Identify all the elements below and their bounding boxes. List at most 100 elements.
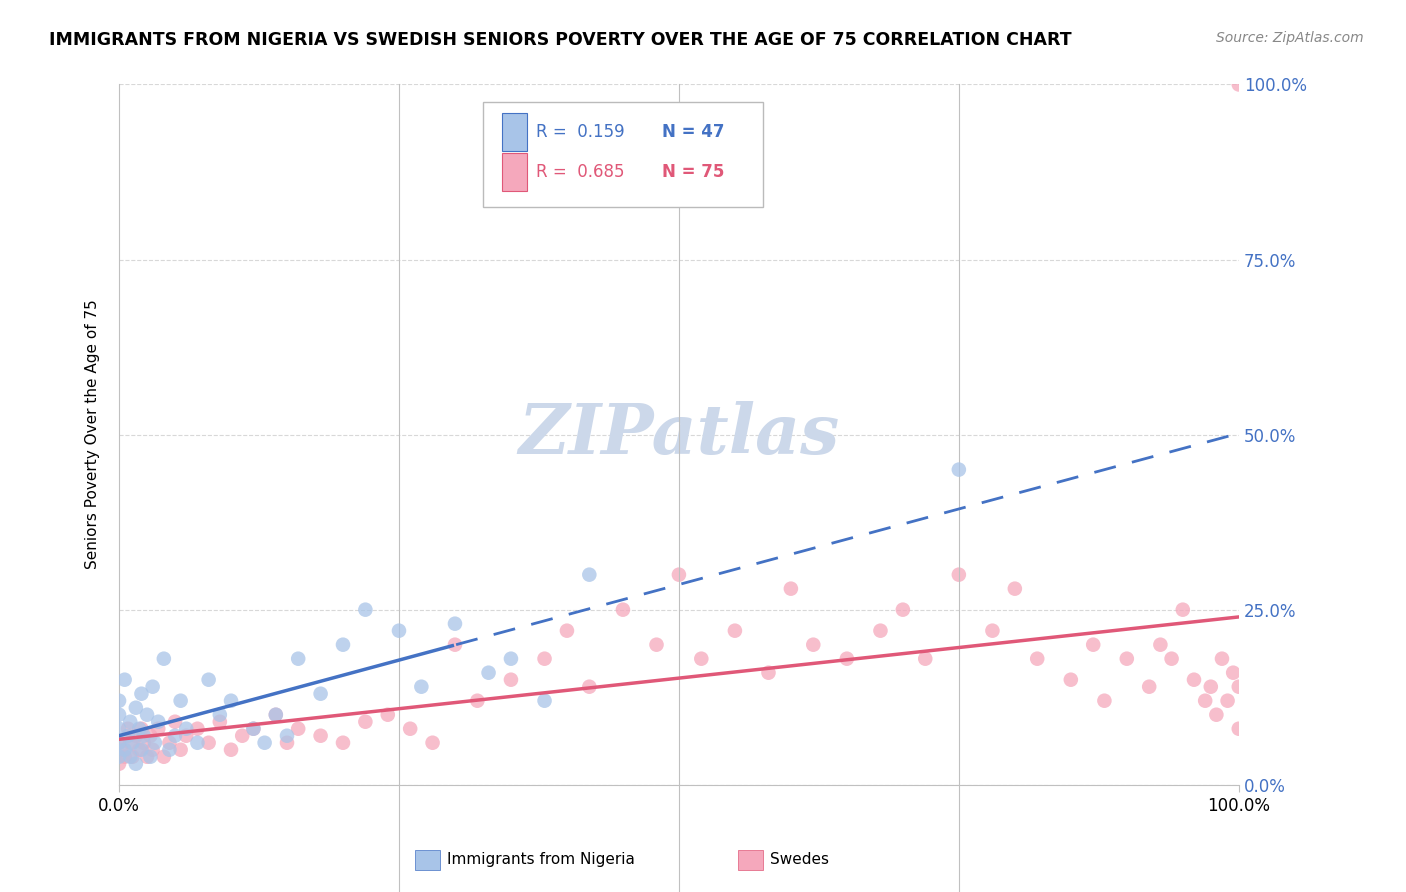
Point [132,736,155,750]
Point [1004,582,1026,596]
Point [114,673,136,687]
Point [1227,722,1250,736]
Point [1205,707,1227,722]
Point [264,707,287,722]
Point [578,680,600,694]
Point [645,638,668,652]
Point [153,651,176,665]
Point [467,694,489,708]
Point [110,743,132,757]
Point [780,582,803,596]
Point [948,567,970,582]
Point [219,743,242,757]
Point [128,722,150,736]
Point [136,749,159,764]
Point [231,729,253,743]
Point [948,462,970,476]
Point [186,736,208,750]
FancyBboxPatch shape [502,153,527,191]
Point [332,736,354,750]
Text: N = 47: N = 47 [662,123,724,141]
Point [132,729,155,743]
Point [108,736,131,750]
Point [131,722,153,736]
Point [125,756,148,771]
Point [477,665,499,680]
Point [399,722,422,736]
Point [668,567,690,582]
Point [125,700,148,714]
Point [197,736,219,750]
Point [869,624,891,638]
Point [612,602,634,616]
Point [1194,694,1216,708]
Point [128,743,150,757]
Text: R =  0.685: R = 0.685 [536,163,624,181]
Point [411,680,433,694]
Point [354,602,377,616]
Point [377,707,399,722]
Point [1092,694,1115,708]
Point [1160,651,1182,665]
Point [578,567,600,582]
Point [332,638,354,652]
Point [197,673,219,687]
Point [690,651,713,665]
Point [499,651,522,665]
Point [174,729,197,743]
Point [208,714,231,729]
Point [108,749,131,764]
Point [444,616,467,631]
Point [242,722,264,736]
Text: ZIPatlas: ZIPatlas [519,401,839,468]
Point [153,749,176,764]
Point [121,736,143,750]
Point [169,694,191,708]
Point [1137,680,1160,694]
Point [499,673,522,687]
Point [287,651,309,665]
Point [1199,680,1222,694]
Point [139,749,162,764]
Point [388,624,411,638]
Point [891,602,914,616]
Point [169,743,191,757]
Point [287,722,309,736]
Text: N = 75: N = 75 [662,163,724,181]
Point [117,729,139,743]
Text: Swedes: Swedes [770,853,830,867]
Point [801,638,824,652]
Point [1171,602,1194,616]
Point [120,736,142,750]
Point [1182,673,1205,687]
Point [117,722,139,736]
Point [276,729,298,743]
Point [533,651,555,665]
Point [1216,694,1239,708]
Point [148,714,170,729]
Point [1060,673,1083,687]
Text: Source: ZipAtlas.com: Source: ZipAtlas.com [1216,31,1364,45]
Point [835,651,858,665]
Point [174,722,197,736]
Point [108,694,131,708]
Point [163,714,186,729]
Point [148,722,170,736]
Point [108,736,131,750]
Text: Immigrants from Nigeria: Immigrants from Nigeria [447,853,636,867]
Point [1083,638,1105,652]
Point [108,722,131,736]
Point [1115,651,1137,665]
Point [114,743,136,757]
Point [1222,665,1244,680]
Point [914,651,936,665]
Point [108,756,131,771]
Point [208,707,231,722]
Point [422,736,444,750]
Text: R =  0.159: R = 0.159 [536,123,624,141]
Text: IMMIGRANTS FROM NIGERIA VS SWEDISH SENIORS POVERTY OVER THE AGE OF 75 CORRELATIO: IMMIGRANTS FROM NIGERIA VS SWEDISH SENIO… [49,31,1071,49]
Point [142,743,165,757]
Point [219,694,242,708]
Point [136,707,159,722]
Point [981,624,1004,638]
